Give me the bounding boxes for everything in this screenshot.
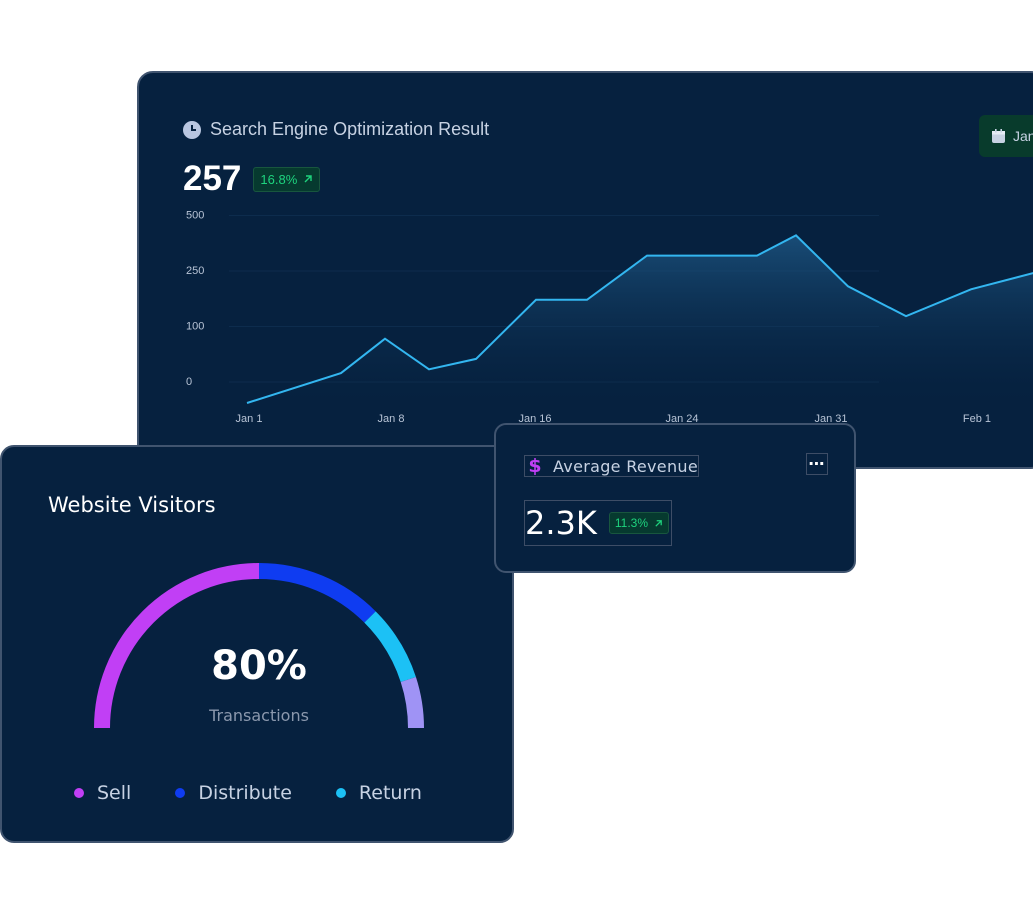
visitors-gauge <box>94 563 424 729</box>
gauge-segment-distribute <box>258 563 376 623</box>
legend-item-distribute: Distribute <box>175 782 292 804</box>
x-tick-label: Jan 1 <box>236 413 263 425</box>
gauge-value: 80% <box>211 643 307 689</box>
gauge-segment-other <box>400 677 424 729</box>
revenue-title: Average Revenue <box>553 456 698 476</box>
more-icon: ⋯ <box>808 456 826 473</box>
calendar-icon <box>992 128 1005 143</box>
revenue-value-row: 2.3K 11.3% <box>524 500 672 546</box>
revenue-header: $ Average Revenue <box>524 455 699 477</box>
legend-item-return: Return <box>335 782 422 804</box>
y-tick-label: 250 <box>186 265 204 277</box>
seo-series-line <box>246 234 1033 404</box>
arrow-up-right-icon <box>655 519 662 527</box>
seo-title: Search Engine Optimization Result <box>210 119 490 139</box>
x-tick-label: Jan 8 <box>378 413 405 425</box>
legend-item-sell: Sell <box>74 782 131 804</box>
revenue-value: 2.3K <box>525 504 597 542</box>
seo-value-row: 257 16.8% <box>183 159 321 199</box>
legend-dot-return <box>335 788 346 798</box>
visitors-legend: Sell Distribute Return <box>74 782 422 804</box>
clock-icon <box>183 120 201 139</box>
website-visitors-card: Website Visitors 80% Transactions Sell D… <box>0 445 514 843</box>
y-tick-label: 500 <box>186 210 204 222</box>
revenue-change-value: 11.3% <box>614 516 649 530</box>
gauge-label: Transactions <box>209 706 309 725</box>
seo-change-value: 16.8% <box>260 171 298 187</box>
date-range-label: Jan <box>1013 128 1033 144</box>
gauge-segment-sell <box>94 563 260 729</box>
x-tick-label: Jan 24 <box>665 413 698 425</box>
seo-result-card: 0 100 250 500 Jan 1 Jan 8 Jan 16 Jan 24 Jan 31 Fe… <box>137 71 1033 469</box>
gauge-segment-return <box>364 611 416 683</box>
legend-dot-sell <box>74 788 84 798</box>
seo-change-badge: 16.8% <box>253 166 321 192</box>
dollar-icon: $ <box>528 456 541 476</box>
seo-header: Search Engine Optimization Result <box>183 119 489 140</box>
legend-dot-distribute <box>175 788 186 798</box>
legend-label-return: Return <box>358 782 422 804</box>
revenue-change-badge: 11.3% <box>608 512 670 534</box>
seo-value: 257 <box>183 159 242 198</box>
x-tick-label: Jan 16 <box>518 413 551 425</box>
x-tick-label: Feb 1 <box>963 413 991 425</box>
arrow-up-right-icon <box>304 175 312 183</box>
seo-area-fill <box>247 235 1033 403</box>
y-tick-label: 100 <box>186 321 204 333</box>
date-range-button[interactable]: Jan <box>979 115 1033 157</box>
legend-label-sell: Sell <box>97 782 132 804</box>
x-tick-label: Jan 31 <box>814 413 847 425</box>
visitors-title: Website Visitors <box>48 493 216 517</box>
average-revenue-card: $ Average Revenue ⋯ 2.3K 11.3% <box>494 423 856 573</box>
legend-label-distribute: Distribute <box>198 782 292 804</box>
more-options-button[interactable]: ⋯ <box>806 453 828 475</box>
svg-text:$: $ <box>528 456 541 476</box>
y-tick-label: 0 <box>186 376 192 388</box>
seo-area-chart: 0 100 250 500 Jan 1 Jan 8 Jan 16 Jan 24 Jan 31 Fe… <box>186 210 1033 425</box>
